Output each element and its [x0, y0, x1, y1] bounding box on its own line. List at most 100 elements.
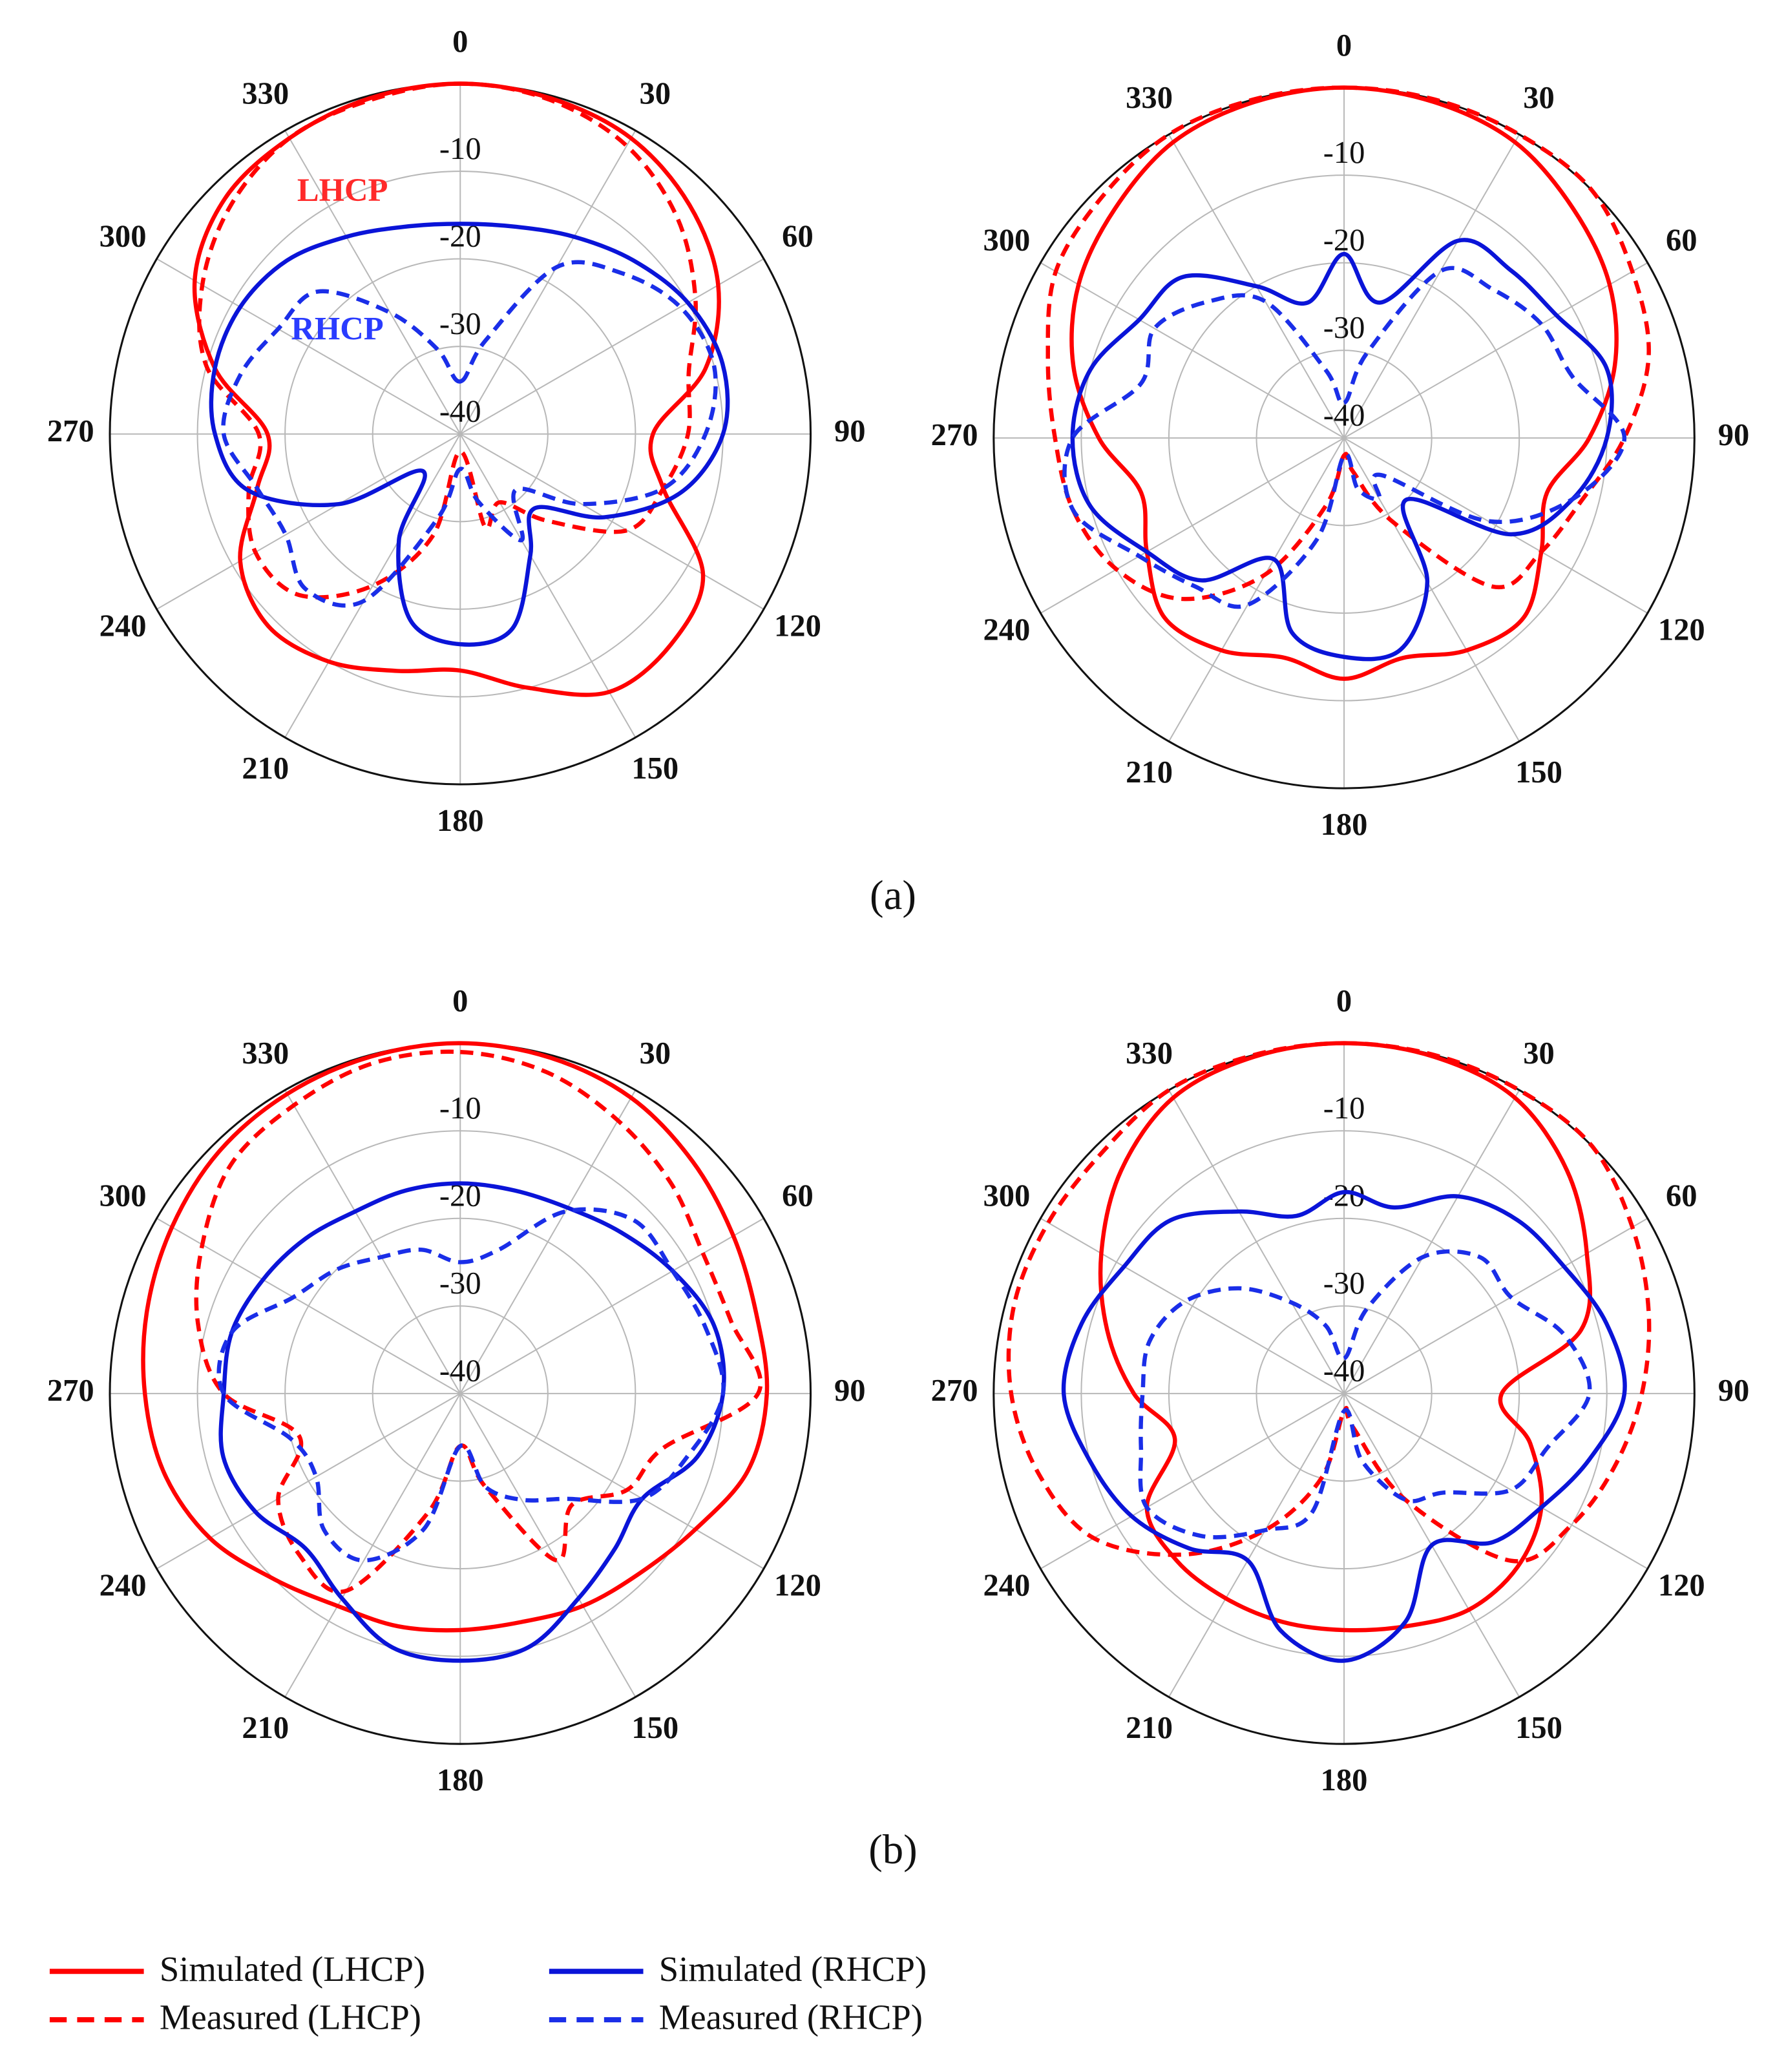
- annotation: LHCP: [297, 172, 388, 208]
- measured-line: [221, 260, 718, 608]
- angle-label: 300: [100, 218, 147, 253]
- grid-spoke: [1343, 437, 1648, 614]
- angle-label: 330: [242, 76, 289, 111]
- angle-label: 60: [782, 218, 814, 253]
- grid-spoke: [1343, 134, 1520, 439]
- angle-label: 90: [834, 1373, 866, 1408]
- legend-label: Simulated (LHCP): [160, 1949, 425, 1989]
- measured-line: [1138, 1249, 1592, 1540]
- grid-spoke: [1040, 1217, 1345, 1394]
- angle-label: 270: [47, 413, 94, 448]
- angle-label: 120: [1658, 612, 1705, 647]
- angle-label: 60: [1666, 222, 1697, 257]
- legend-label: Measured (LHCP): [160, 1998, 421, 2037]
- radial-label: -40: [1323, 398, 1365, 433]
- legend-label: Measured (RHCP): [659, 1998, 923, 2037]
- radial-label: -20: [1323, 222, 1365, 257]
- radial-label: -30: [1323, 310, 1365, 345]
- angle-label: 150: [1515, 755, 1562, 790]
- angle-label: 0: [452, 983, 468, 1018]
- simulated-line: [192, 81, 721, 697]
- simulated-line: [1070, 238, 1614, 662]
- measured-line: [1062, 266, 1627, 609]
- grid-spoke: [1343, 1089, 1520, 1394]
- grid-spoke: [156, 433, 461, 610]
- grid-spoke: [156, 258, 461, 435]
- grid-spoke: [459, 130, 636, 435]
- angle-label: 90: [1718, 417, 1750, 452]
- caption: (a): [870, 872, 916, 919]
- grid-spoke: [284, 130, 461, 435]
- angle-label: 90: [834, 413, 866, 448]
- angle-label: 30: [639, 1036, 671, 1071]
- annotation: RHCP: [291, 311, 383, 347]
- radial-label: -10: [439, 1091, 481, 1125]
- angle-label: 30: [639, 76, 671, 111]
- radial-label: -40: [439, 394, 481, 429]
- grid-spoke: [284, 1393, 461, 1698]
- angle-label: 120: [1658, 1568, 1705, 1603]
- angle-label: 330: [242, 1036, 289, 1071]
- angle-label: 330: [1126, 1036, 1173, 1071]
- grid-spoke: [459, 434, 636, 738]
- angle-label: 0: [1336, 983, 1352, 1018]
- grid-spoke: [1168, 1089, 1345, 1394]
- grid-spoke: [459, 1089, 636, 1394]
- radial-label: -40: [439, 1354, 481, 1388]
- angle-label: 150: [631, 1710, 678, 1745]
- angle-label: 300: [100, 1178, 147, 1213]
- angle-label: 210: [1126, 755, 1173, 790]
- grid-spoke: [459, 1217, 764, 1394]
- angle-label: 30: [1523, 1036, 1555, 1071]
- radial-label: -40: [1323, 1354, 1365, 1388]
- grid-spoke: [1343, 1217, 1648, 1394]
- grid-spoke: [1040, 1393, 1345, 1569]
- grid-spoke: [1040, 437, 1345, 614]
- simulated-line: [1098, 1041, 1593, 1633]
- angle-label: 60: [782, 1178, 814, 1213]
- grid-spoke: [459, 258, 764, 435]
- grid-spoke: [156, 1217, 461, 1394]
- angle-label: 150: [1515, 1710, 1562, 1745]
- angle-label: 0: [1336, 28, 1352, 63]
- grid-spoke: [1343, 437, 1520, 742]
- angle-label: 60: [1666, 1178, 1697, 1213]
- grid-spoke: [459, 433, 764, 610]
- angle-label: 180: [1321, 807, 1368, 842]
- angle-label: 210: [242, 751, 289, 786]
- simulated-line: [209, 222, 730, 647]
- angle-label: 300: [983, 222, 1030, 257]
- simulated-line: [141, 1041, 770, 1633]
- grid-spoke: [1040, 262, 1345, 439]
- measured-line: [194, 1049, 763, 1595]
- angle-label: 180: [437, 1763, 484, 1797]
- radial-label: -10: [1323, 1091, 1365, 1125]
- grid-spoke: [459, 1393, 764, 1569]
- grid-spoke: [1168, 1393, 1345, 1698]
- angle-label: 270: [47, 1373, 94, 1408]
- radial-label: -30: [1323, 1266, 1365, 1301]
- angle-label: 120: [774, 608, 821, 643]
- grid-spoke: [156, 1393, 461, 1569]
- measured-line: [216, 1207, 726, 1563]
- measured-line: [1045, 85, 1651, 602]
- angle-label: 180: [1321, 1763, 1368, 1797]
- angle-label: 330: [1126, 80, 1173, 115]
- radial-label: -30: [439, 306, 481, 341]
- angle-label: 30: [1523, 80, 1555, 115]
- legend-label: Simulated (RHCP): [659, 1949, 927, 1989]
- measured-line: [1006, 1041, 1652, 1564]
- simulated-line: [1061, 1189, 1627, 1663]
- grid-spoke: [459, 1393, 636, 1698]
- angle-label: 240: [983, 612, 1030, 647]
- simulated-line: [1069, 85, 1619, 681]
- angle-label: 150: [631, 751, 678, 786]
- angle-label: 270: [931, 417, 978, 452]
- angle-label: 270: [931, 1373, 978, 1408]
- grid-spoke: [1343, 1393, 1648, 1569]
- grid-spoke: [1168, 437, 1345, 742]
- angle-label: 240: [100, 1568, 147, 1603]
- radial-label: -10: [439, 131, 481, 166]
- angle-label: 240: [100, 608, 147, 643]
